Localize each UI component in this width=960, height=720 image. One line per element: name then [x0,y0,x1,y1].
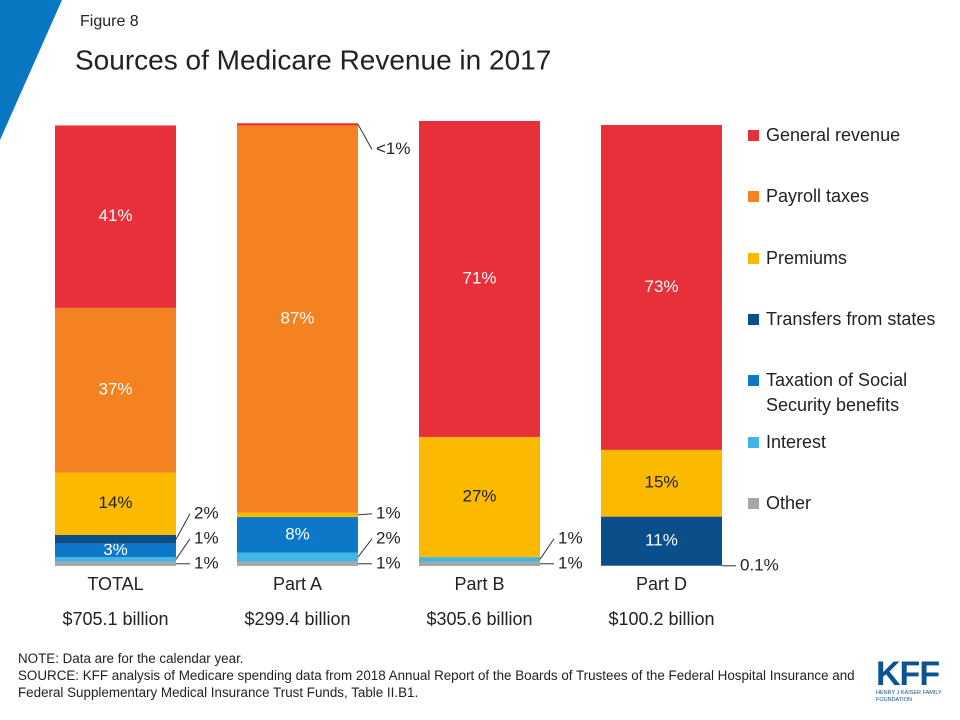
value-label: 14% [98,493,132,512]
value-label: 1% [558,553,583,572]
value-label: <1% [376,139,411,158]
legend-label: Interest [766,431,827,452]
value-label: 87% [280,309,314,328]
callout-line [175,538,191,560]
legend-swatch [748,252,759,264]
bar-segment [55,125,176,308]
value-label: 15% [644,473,678,492]
bar-segment [55,472,176,535]
category-total: $305.6 billion [426,609,532,629]
legend-swatch [748,497,759,509]
value-label: 1% [194,528,219,547]
logo-subtitle: HENRY J KAISER FAMILY FOUNDATION [876,690,942,703]
value-label: 11% [645,531,678,550]
value-label: 3% [103,540,128,559]
callout-line [175,513,191,540]
legend-label: Taxation of Social Security benefits [766,370,908,416]
bar-segment [55,534,176,544]
bar-segment [55,561,176,566]
value-label: 27% [462,487,496,506]
bar-segment [237,552,358,562]
bar-segment [237,123,358,126]
bar-segment [55,307,176,473]
bar-segment [237,517,358,553]
legend-swatch [748,375,759,387]
value-label: 41% [98,206,132,225]
bar-segment [237,561,358,566]
callout-line [539,538,555,560]
legend-label: Other [766,492,812,513]
value-label: 2% [194,503,219,522]
legend-swatch [748,130,759,141]
chart-title: Sources of Medicare Revenue in 2017 [75,44,551,75]
legend-label: Premiums [766,247,848,268]
value-label: 0.1% [740,555,779,574]
value-label: 2% [376,528,401,547]
note-text: SOURCE: KFF analysis of Medicare spendin… [18,668,855,700]
bar-segment [419,436,540,558]
category-total: $299.4 billion [244,609,350,629]
bar-segment [601,449,722,517]
bar-segment [419,561,540,566]
legend-label: Transfers from states [766,308,936,329]
x-tick-label: Part D [636,574,687,594]
callout-line [357,538,373,558]
bar-segment [601,516,722,566]
value-label: 1% [376,503,401,522]
legend-label: Payroll taxes [766,186,870,207]
notes: NOTE: Data are for the calendar year. SOU… [18,650,858,701]
x-tick-label: TOTAL [87,574,143,594]
value-label: 8% [285,524,310,543]
value-label: 1% [558,528,583,547]
legend-label: General revenue [766,125,901,145]
x-tick-label: Part A [273,574,322,594]
legend-swatch [748,191,759,203]
legend-swatch [748,313,759,325]
value-label: 1% [194,553,219,572]
bar-segment [601,125,722,450]
bar-segment [237,512,358,518]
value-label: 37% [98,380,132,399]
corner-decoration [0,0,62,140]
logo-name: KFF [876,655,940,693]
note-text: NOTE: Data are for the calendar year. [18,651,244,666]
value-label: 71% [462,268,496,287]
bar-segment [237,125,358,513]
bar-segment [55,557,176,562]
category-total: $705.1 billion [62,609,168,629]
bar-segment [419,121,540,437]
bar-segment [55,543,176,558]
bar-segment [419,557,540,562]
legend-swatch [748,436,759,448]
callout-line [357,124,373,150]
value-label: 1% [376,553,401,572]
logo: KFF HENRY J KAISER FAMILY FOUNDATION [876,655,946,704]
x-tick-label: Part B [454,574,504,594]
category-total: $100.2 billion [608,609,714,629]
callout-line [357,513,373,516]
value-label: 73% [644,277,678,296]
figure-label: Figure 8 [80,13,139,30]
